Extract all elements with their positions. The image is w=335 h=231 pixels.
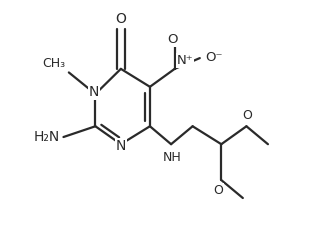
Text: NH: NH: [162, 151, 181, 164]
Text: H₂N: H₂N: [34, 130, 60, 144]
Text: O: O: [168, 33, 178, 46]
Text: N: N: [116, 139, 126, 153]
Text: N⁺: N⁺: [177, 54, 193, 67]
Text: N: N: [88, 85, 99, 99]
Text: O: O: [242, 109, 252, 122]
Text: O: O: [213, 184, 223, 197]
Text: CH₃: CH₃: [42, 57, 65, 70]
Text: O⁻: O⁻: [205, 51, 223, 64]
Text: O: O: [116, 12, 126, 26]
